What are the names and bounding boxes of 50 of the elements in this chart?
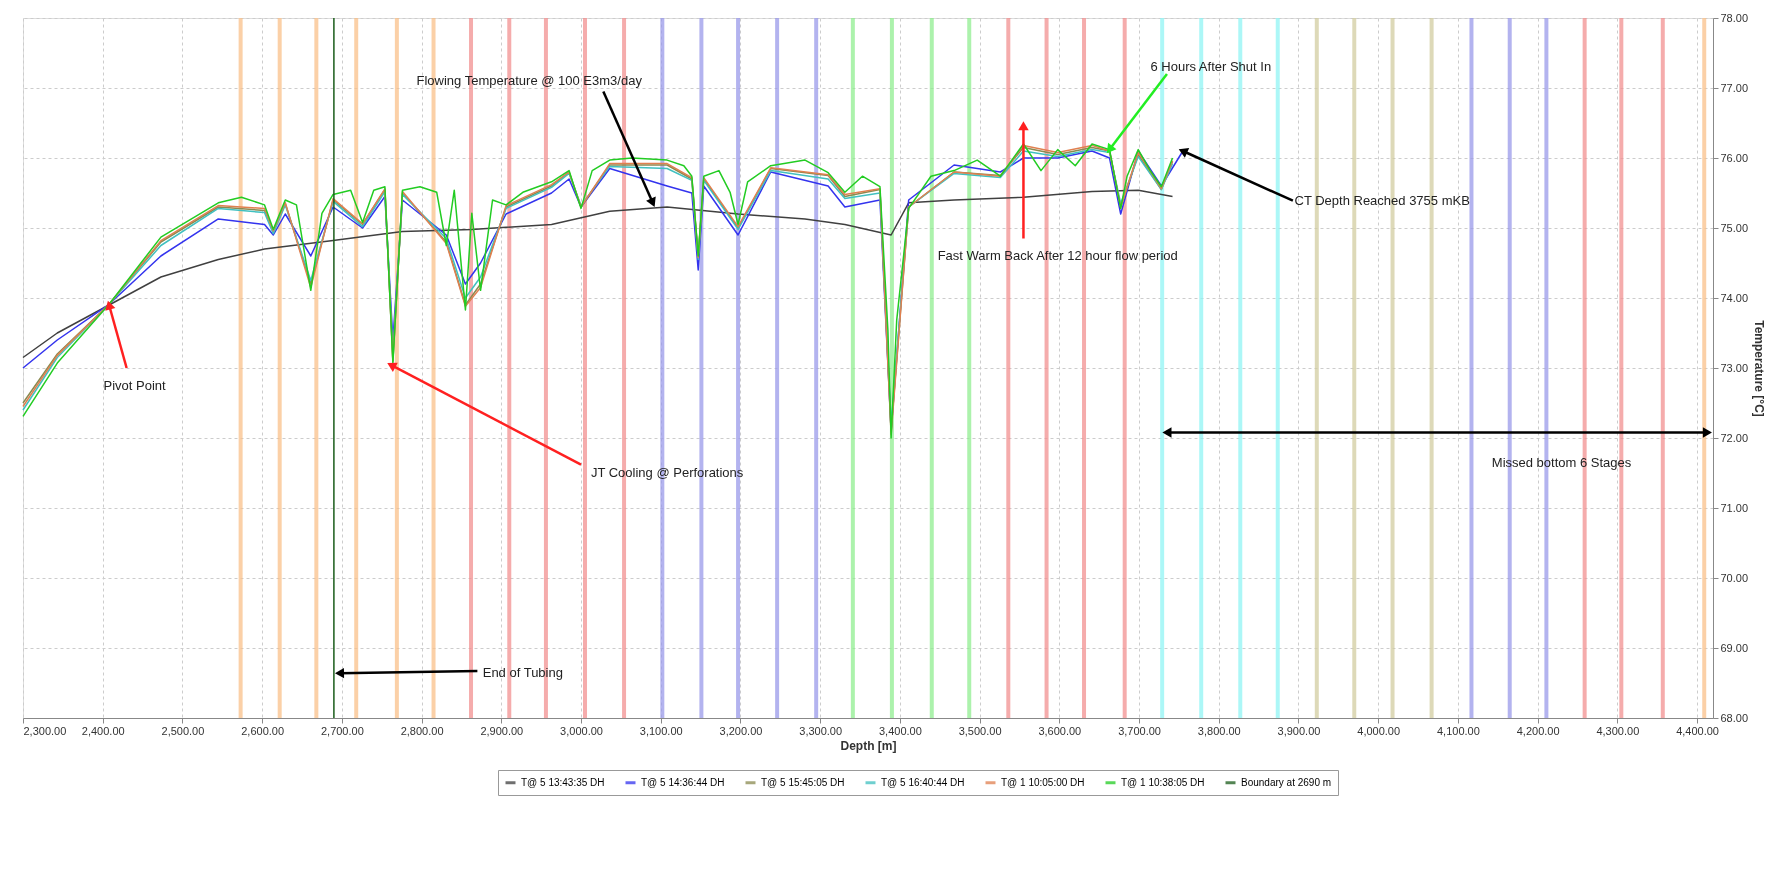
legend-label: T@ 5 13:43:35 DH [521,776,605,788]
y-tick-label: 68.00 [1720,711,1749,724]
x-tick-label: 3,000.00 [560,724,603,737]
x-tick-label: 3,200.00 [719,724,763,737]
x-tick-label: 3,700.00 [1118,724,1161,737]
annotation: Pivot Point [103,377,167,393]
legend-label: T@ 1 10:38:05 DH [1121,776,1205,788]
y-tick-label: 69.00 [1720,641,1749,654]
x-tick-label: 4,200.00 [1516,724,1560,737]
y-tick-label: 71.00 [1720,501,1749,514]
x-tick-label: 3,500.00 [958,724,1002,737]
y-tick-label: 73.00 [1720,361,1749,374]
x-tick-label: 2,600.00 [241,724,285,737]
x-tick-label: 4,400.00 [1676,724,1719,737]
y-tick-label: 70.00 [1720,571,1749,584]
x-tick-label: 3,100.00 [639,724,683,737]
x-tick-label: 2,500.00 [161,724,205,737]
x-tick-label: 3,300.00 [799,724,843,737]
y-tick-label: 77.00 [1720,81,1749,94]
y-tick-label: 76.00 [1720,151,1749,164]
annotation: Flowing Temperature @ 100 E3m3/day [416,73,643,88]
x-tick-label: 3,600.00 [1038,724,1082,737]
x-tick-label: 4,300.00 [1596,724,1640,737]
x-tick-label: 2,700.00 [320,724,364,737]
annotation: 6 Hours After Shut In [1150,59,1272,74]
y-tick-label: 74.00 [1720,291,1749,304]
annotation: JT Cooling @ Perforations [590,465,744,480]
legend-label: T@ 1 10:05:00 DH [1001,776,1085,788]
y-tick-label: 75.00 [1720,221,1749,234]
y-axis-title: Temperature [°C] [1752,320,1767,417]
y-tick-label: 72.00 [1720,431,1749,444]
x-tick-label: 2,400.00 [81,724,125,737]
annotation: End of Tubing [482,664,563,680]
x-tick-label: 4,000.00 [1357,724,1401,737]
x-tick-label: 2,800.00 [400,724,444,737]
x-tick-label: 2,900.00 [480,724,524,737]
annotation: Missed bottom 6 Stages [1491,454,1632,470]
annotation: CT Depth Reached 3755 mKB [1294,192,1470,208]
x-tick-label: 4,100.00 [1436,724,1480,737]
x-tick-label: 3,900.00 [1277,724,1321,737]
legend-label: T@ 5 15:45:05 DH [761,776,845,788]
x-tick-label: 2,300.00 [23,724,67,737]
legend-label: Boundary at 2690 m [1241,776,1332,788]
legend-label: T@ 5 16:40:44 DH [881,776,965,788]
legend-label: T@ 5 14:36:44 DH [641,776,725,788]
x-tick-label: 3,400.00 [878,724,922,737]
x-tick-label: 3,800.00 [1197,724,1241,737]
y-tick-label: 78.00 [1720,11,1749,24]
annotation: Fast Warm Back After 12 hour flow period [937,248,1178,263]
x-axis-title: Depth [m] [840,738,897,753]
